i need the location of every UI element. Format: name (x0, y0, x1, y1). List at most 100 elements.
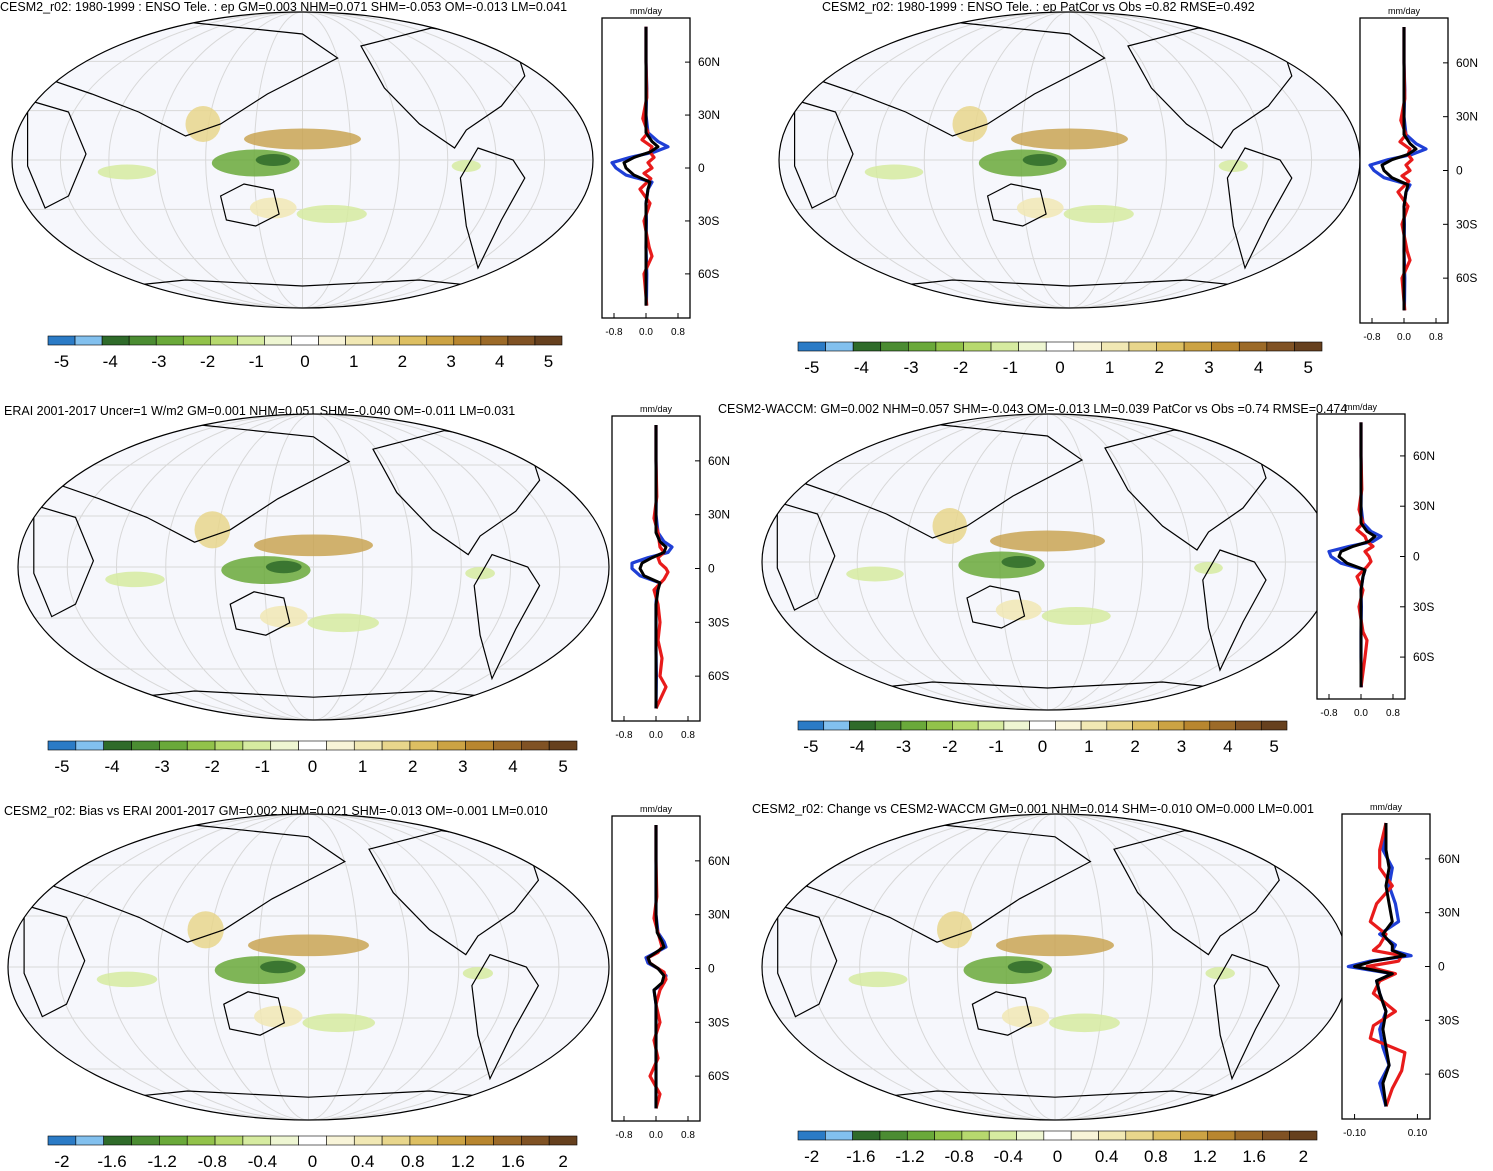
colorbar-swatch (879, 1130, 908, 1141)
longitude-gridline (108, 12, 497, 308)
colorbar-swatch (1101, 341, 1130, 352)
colorbar-swatch (852, 1130, 881, 1141)
precip-anomaly-shading (1001, 1005, 1050, 1028)
map-body (779, 12, 1360, 308)
colorbar-tick-label: 2 (398, 352, 407, 371)
panel-title: CESM2_r02: Change vs CESM2-WACCM GM=0.00… (752, 802, 1314, 816)
precip-anomaly-shading (105, 571, 165, 588)
colorbar-swatch (353, 1135, 383, 1146)
colorbar-tick-label: 0 (1038, 737, 1047, 756)
colorbar-swatch (210, 335, 238, 346)
colorbar-swatch (1029, 720, 1056, 731)
colorbar-tick-label: 3 (1204, 358, 1213, 377)
map-border (11, 11, 594, 309)
colorbar-swatch (1158, 720, 1185, 731)
longitude-gridline (904, 414, 1191, 710)
y-tick-label: 30N (708, 908, 730, 922)
colorbar-tick-label: 2 (1299, 1147, 1308, 1166)
colorbar-swatch (1055, 720, 1082, 731)
precip-anomaly-shading (465, 567, 495, 580)
colorbar-swatch (493, 740, 522, 751)
colorbar-swatch (849, 720, 876, 731)
colorbar-swatch (1266, 341, 1295, 352)
colorbar-swatch (372, 335, 400, 346)
precip-anomaly-shading (462, 967, 494, 980)
colorbar-swatch (977, 720, 1005, 731)
zonal-profile-erai: mm/day 60N 30N 0 30S 60S -0.8 0.0 0.8 (611, 404, 730, 741)
colorbar-tick-label: -1.2 (148, 1152, 177, 1171)
colorbar-swatch (1235, 720, 1262, 731)
longitude-gridline (908, 814, 1202, 1120)
colorbar-tick-label: -4 (854, 358, 869, 377)
coastline (53, 823, 346, 943)
colorbar-tick-label: 3 (458, 757, 467, 776)
colorbar-swatch (47, 1135, 77, 1146)
y-tick-label: 30N (1456, 110, 1478, 124)
x-tick-label: 0.8 (1386, 708, 1400, 719)
y-tick-label: 30S (1438, 1013, 1459, 1027)
colorbar-swatch (465, 1135, 494, 1146)
colorbar-swatch (465, 740, 494, 751)
colorbar-swatch (961, 1130, 990, 1141)
longitude-gridline (156, 12, 449, 308)
colorbar-swatch (880, 341, 909, 352)
y-tick-label: 30S (1413, 600, 1434, 614)
colorbar-swatch (1156, 341, 1185, 352)
precip-anomaly-shading (995, 599, 1042, 621)
colorbar-swatch (270, 740, 299, 751)
colorbar-tick-label: 0.4 (1095, 1147, 1119, 1166)
precip-anomaly-shading (307, 613, 379, 633)
y-tick-label: 30S (698, 214, 719, 228)
colorbar-tick-label: -3 (155, 757, 170, 776)
precip-anomaly-shading (254, 1005, 303, 1028)
colorbar-swatch (990, 341, 1019, 352)
y-tick-label: 0 (698, 161, 705, 175)
x-tick-label: -0.8 (615, 1130, 633, 1141)
y-tick-label: 60N (1456, 56, 1478, 70)
coastline (229, 591, 291, 636)
zonal-profile-cesm2-1980-1999: mm/day 60N 30N 0 30S 60S -0.8 0.0 0.8 (601, 6, 720, 338)
longitude-gridline (859, 814, 1251, 1120)
precip-anomaly-shading (187, 911, 224, 949)
longitude-gridline (856, 414, 1239, 710)
colorbar-tick-label: -0.4 (248, 1152, 277, 1171)
colorbar-swatch (493, 1135, 522, 1146)
map-panel-waccm (761, 413, 1334, 711)
unit-label: mm/day (640, 804, 673, 814)
colorbar-swatch (155, 335, 184, 346)
colorbar-swatch (214, 740, 244, 751)
colorbar-swatch (900, 720, 927, 731)
colorbar-swatch (298, 740, 327, 751)
coastline (971, 991, 1033, 1036)
y-tick-label: 60S (698, 267, 719, 281)
colorbar-swatch (270, 1135, 299, 1146)
colorbar-tick-label: 1.6 (1242, 1147, 1266, 1166)
coastline (986, 183, 1047, 227)
colorbar-swatch (1106, 720, 1133, 731)
colorbar-tick-label: 1 (1084, 737, 1093, 756)
precip-anomaly-shading (244, 128, 361, 150)
colorbar-swatch (214, 1135, 244, 1146)
colorbar-tick-label: 0 (1055, 358, 1064, 377)
unit-label: mm/day (630, 6, 663, 16)
panel-title: CESM2-WACCM: GM=0.002 NHM=0.057 SHM=-0.0… (718, 402, 1348, 416)
colorbar-tick-label: -2 (804, 1147, 819, 1166)
colorbar-swatch (1073, 341, 1102, 352)
longitude-gridline (205, 12, 400, 308)
map-panel-erai (17, 413, 610, 721)
colorbar-swatch (852, 341, 882, 352)
colorbar-tick-label: -2 (200, 352, 215, 371)
colorbar-swatch (797, 720, 825, 731)
precip-anomaly-shading (185, 106, 221, 142)
colorbar-swatch (1016, 1130, 1045, 1141)
colorbar-swatch (437, 1135, 466, 1146)
precip-anomaly-shading (1001, 556, 1036, 568)
colorbar-tick-label: 0.4 (351, 1152, 375, 1171)
longitude-gridline (951, 414, 1144, 710)
colorbar-swatch (926, 720, 953, 731)
colorbar-swatch (825, 341, 854, 352)
colorbar-tick-label: 3 (1177, 737, 1186, 756)
coastline (823, 21, 1106, 137)
precip-anomaly-shading (1041, 607, 1111, 625)
precip-anomaly-shading (194, 511, 231, 549)
